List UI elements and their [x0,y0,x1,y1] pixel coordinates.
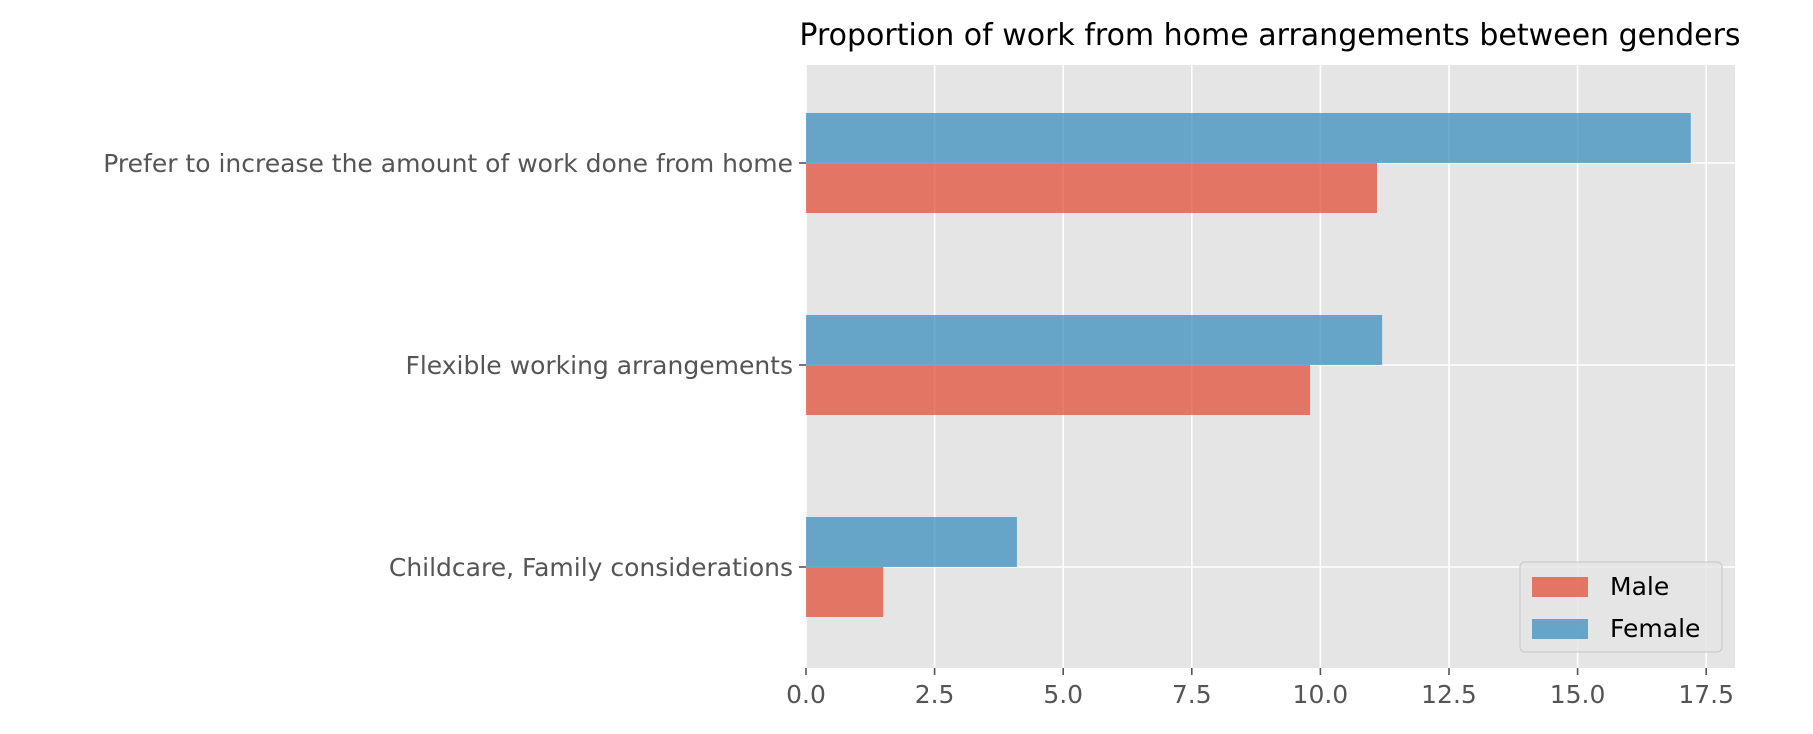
x-tick-label: 5.0 [1043,680,1083,709]
bar-female [806,517,1017,567]
x-tick-label: 15.0 [1550,680,1606,709]
x-tick-label: 0.0 [786,680,826,709]
bars [806,113,1691,617]
legend-swatch [1532,619,1588,639]
bar-male [806,567,884,617]
x-tick-label: 2.5 [915,680,955,709]
legend-label: Female [1610,614,1700,643]
y-tick-label: Flexible working arrangements [405,351,793,380]
bar-male [806,365,1311,415]
x-tick-label: 17.5 [1678,680,1734,709]
legend: Male Female [1519,561,1723,653]
bar-female [806,113,1691,163]
y-tick-label: Prefer to increase the amount of work do… [103,149,793,178]
legend-swatch [1532,577,1588,597]
bar-female [806,315,1383,365]
x-tick-label: 12.5 [1421,680,1477,709]
bar-male [806,163,1377,213]
y-tick-label: Childcare, Family considerations [389,553,793,582]
axes: 0.0 2.5 5.0 7.5 10.0 12.5 15.0 17.5 Childcare, F… [103,149,1734,709]
chart-title: Proportion of work from home arrangement… [799,18,1740,53]
x-tick-label: 10.0 [1293,680,1349,709]
legend-label: Male [1610,572,1669,601]
x-tick-label: 7.5 [1172,680,1212,709]
